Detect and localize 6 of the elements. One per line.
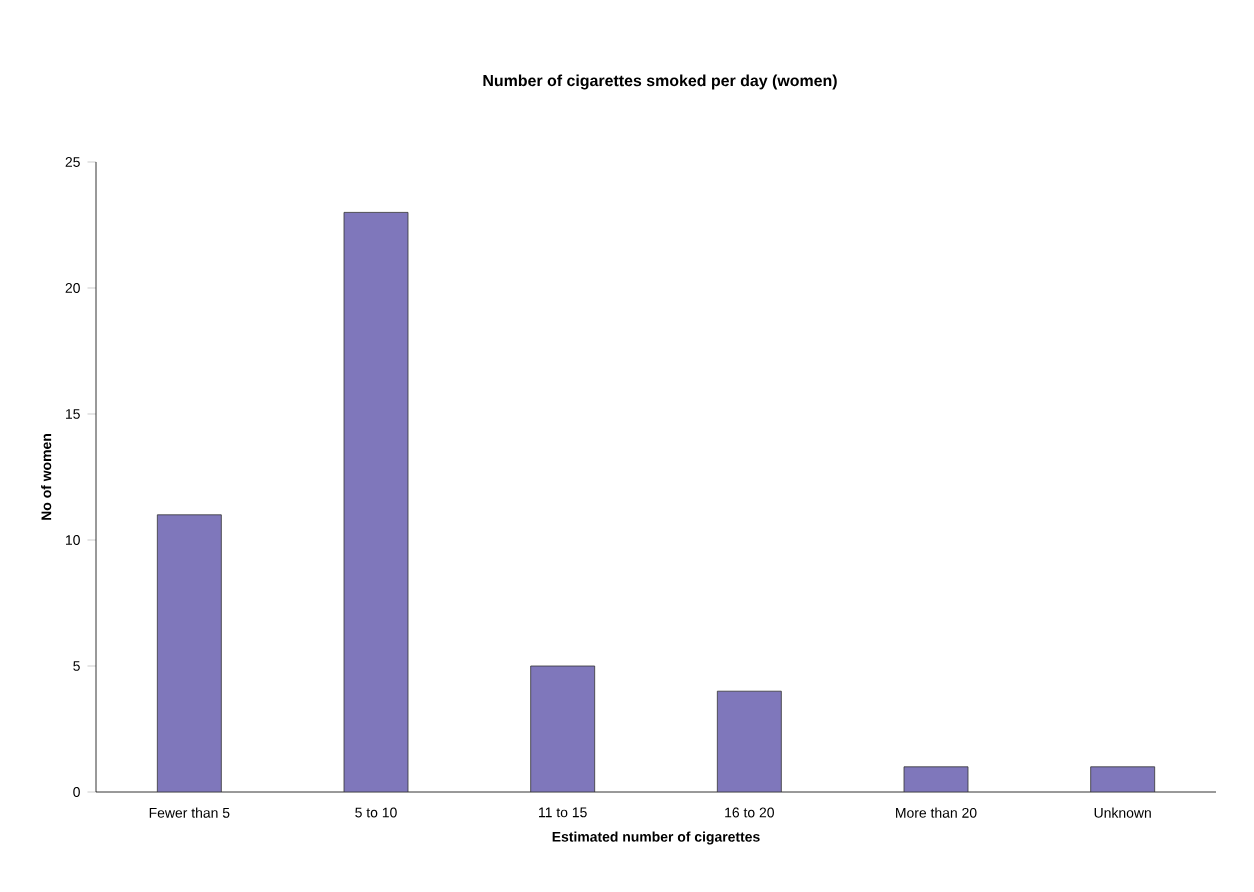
bar <box>716 690 782 792</box>
bar <box>1090 766 1156 792</box>
bar <box>156 514 222 792</box>
bar <box>530 665 596 792</box>
bar <box>343 211 409 792</box>
bar <box>904 766 969 792</box>
